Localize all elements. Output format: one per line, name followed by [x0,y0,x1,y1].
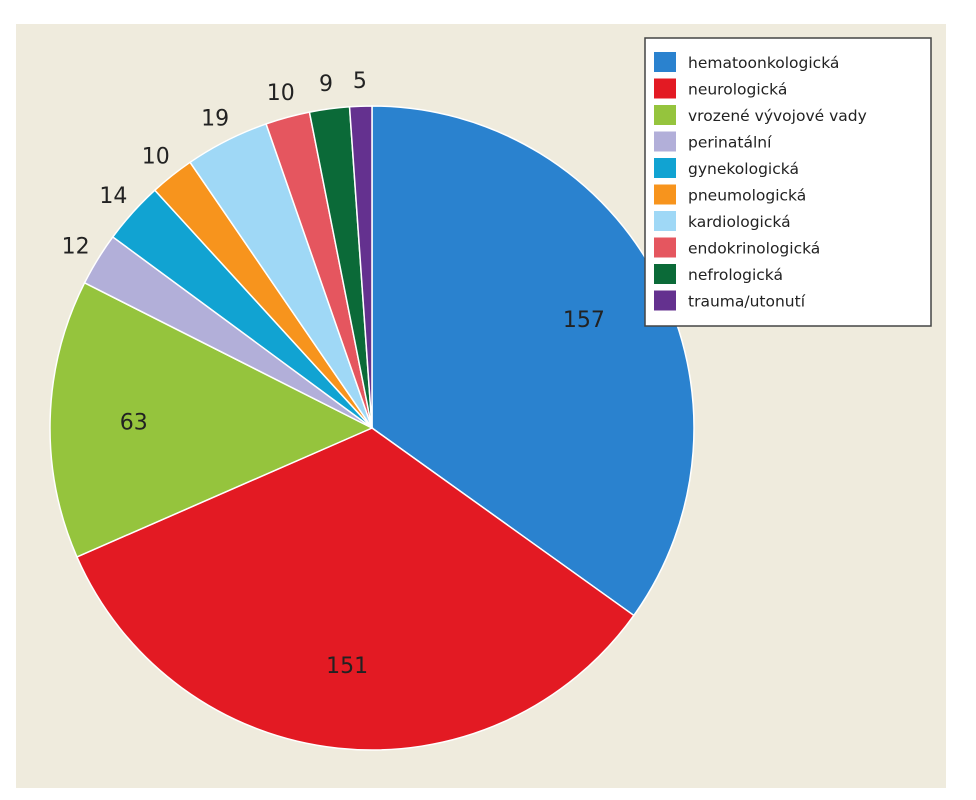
legend-swatch-perinatalni [654,131,676,152]
pie-slice-trauma-utonuti [348,105,373,429]
legend-swatch-kardiologicka [654,211,676,231]
legend-swatch-nefrologicka [654,264,676,284]
value-label-nefrologicka: 9 [319,72,333,97]
pie-slice-vrozene-vyvojove-vady [49,281,374,558]
legend-swatch-hematoonkologicka [654,52,676,72]
legend-label-trauma-utonuti: trauma/utonutí [688,293,806,311]
value-label-gynekologicka: 14 [99,184,127,209]
legend-swatch-trauma-utonuti [654,290,676,311]
legend-swatch-vrozene-vyvojove-vady [654,105,676,125]
legend-label-endokrinologicka: endokrinologická [688,240,820,258]
value-label-neurologicka: 151 [326,654,368,679]
value-label-hematoonkologicka: 157 [563,308,605,333]
legend-swatch-endokrinologicka [654,237,676,258]
legend-label-nefrologicka: nefrologická [688,266,783,284]
legend-label-neurologicka: neurologická [688,81,787,99]
legend-label-vrozene-vyvojove-vady: vrozené vývojové vady [688,107,867,125]
value-label-vrozene-vyvojove-vady: 63 [120,410,148,435]
value-label-endokrinologicka: 10 [267,81,295,106]
legend-label-gynekologicka: gynekologická [688,160,799,178]
legend-swatch-pneumologicka [654,184,676,205]
value-label-pneumologicka: 10 [142,144,170,169]
legend-label-kardiologicka: kardiologická [688,213,791,231]
legend-label-hematoonkologicka: hematoonkologická [688,54,839,72]
value-label-perinatalni: 12 [62,235,90,260]
legend-swatch-gynekologicka [654,158,676,178]
pie-slice-neurologicka [75,427,635,751]
legend-label-pneumologicka: pneumologická [688,187,806,205]
legend-swatch-neurologicka [654,78,676,99]
legend-label-perinatalni: perinatální [688,134,772,152]
value-label-trauma-utonuti: 5 [353,69,367,94]
legend: hematoonkologická neurologická vrozené výv… [644,37,932,327]
pie-value-labels: 157 151 63 12 14 10 19 10 9 5 [62,69,605,679]
value-label-kardiologicka: 19 [201,106,229,131]
pie-slices [49,105,695,751]
legend-box [644,37,932,327]
